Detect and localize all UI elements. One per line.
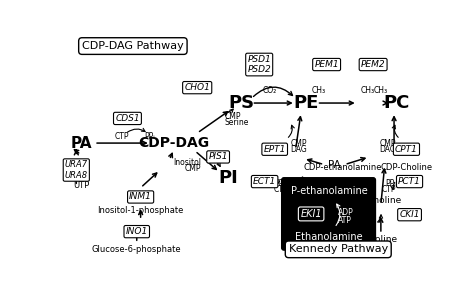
Text: Serine: Serine (224, 118, 249, 127)
Text: PPᵢ: PPᵢ (274, 179, 284, 188)
Text: Choline: Choline (364, 235, 398, 244)
Text: EPT1: EPT1 (264, 145, 286, 154)
Text: ECT1: ECT1 (253, 177, 276, 186)
Text: ATP: ATP (356, 214, 369, 223)
Text: PEM1: PEM1 (314, 60, 339, 69)
Text: DAG: DAG (290, 145, 307, 154)
Text: DAG: DAG (380, 145, 396, 154)
Text: URA7
URA8: URA7 URA8 (65, 160, 88, 180)
Text: CHO1: CHO1 (184, 83, 210, 92)
Text: Inositol: Inositol (173, 158, 201, 167)
Text: CDP-Choline: CDP-Choline (381, 163, 433, 172)
Text: CKI1: CKI1 (399, 210, 420, 219)
Text: PCT1: PCT1 (398, 177, 421, 186)
Text: CDP-DAG Pathway: CDP-DAG Pathway (82, 41, 184, 51)
Text: CMP: CMP (184, 164, 201, 173)
Text: PEM2: PEM2 (361, 60, 385, 69)
Text: PSD1
PSD2: PSD1 PSD2 (247, 55, 271, 74)
Text: PC: PC (383, 94, 410, 112)
Text: ADP: ADP (354, 206, 369, 215)
Text: P-ethanolamine: P-ethanolamine (291, 186, 367, 196)
Text: PA: PA (328, 160, 341, 170)
Text: EKI1: EKI1 (301, 209, 322, 219)
Text: CTP: CTP (382, 185, 396, 194)
Text: Kennedy Pathway: Kennedy Pathway (289, 244, 388, 254)
Text: Inositol-1-phosphate: Inositol-1-phosphate (98, 206, 184, 215)
Text: Ethanolamine: Ethanolamine (295, 232, 363, 242)
Text: PA: PA (70, 136, 91, 151)
Text: ADP: ADP (338, 208, 354, 217)
Text: CPT1: CPT1 (395, 145, 418, 154)
Text: CDP-DAG: CDP-DAG (138, 136, 210, 150)
Text: CTP: CTP (115, 132, 129, 141)
Text: CTP: CTP (274, 185, 288, 194)
Text: CDP-ethanolamine: CDP-ethanolamine (303, 163, 382, 172)
Text: CH₃: CH₃ (374, 86, 388, 95)
Text: CH₃: CH₃ (361, 86, 375, 95)
Text: CMP: CMP (224, 112, 241, 121)
Text: PE: PE (293, 94, 319, 112)
Text: CO₂: CO₂ (263, 86, 277, 95)
Text: INM1: INM1 (129, 193, 152, 201)
Text: PI: PI (219, 169, 238, 187)
Text: CMP: CMP (380, 138, 396, 148)
Text: PPᵢ: PPᵢ (386, 179, 396, 188)
Text: CMP: CMP (290, 138, 307, 148)
FancyBboxPatch shape (282, 178, 375, 250)
Text: Glucose-6-phosphate: Glucose-6-phosphate (92, 245, 182, 254)
Text: P-choline: P-choline (360, 196, 401, 205)
Text: PPᵢ: PPᵢ (145, 132, 155, 141)
Text: PS: PS (228, 94, 255, 112)
Text: INO1: INO1 (126, 227, 148, 236)
Text: PIS1: PIS1 (209, 153, 228, 161)
Text: ATP: ATP (338, 216, 352, 225)
Text: CH₃: CH₃ (312, 86, 326, 95)
Text: CDS1: CDS1 (115, 114, 140, 123)
Text: UTP: UTP (73, 181, 89, 190)
